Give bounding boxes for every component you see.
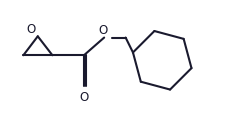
Text: O: O [26,22,35,35]
Text: O: O [79,90,88,103]
Text: O: O [98,24,108,36]
